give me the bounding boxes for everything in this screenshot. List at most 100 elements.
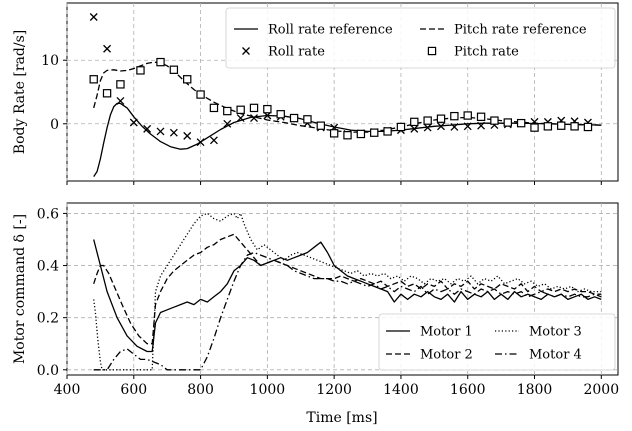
y-tick-label: 0 — [50, 117, 59, 133]
pitch-rate-point — [436, 114, 446, 123]
roll-rate-reference-legend-label: Roll rate reference — [268, 23, 393, 38]
pitch-rate-point — [516, 118, 526, 128]
roll-rate-point — [236, 114, 245, 123]
pitch-rate-point — [503, 118, 513, 127]
pitch-rate-point — [410, 117, 419, 127]
body-rate-panel: 0 10 Body Rate [rad/s] Roll rate referenc… — [12, 2, 619, 185]
motor-command-ticks: 400 600 800 1000 1200 1400 1600 1800 2000 0.0 0.2 0… — [37, 206, 619, 398]
roll-rate-point — [156, 127, 165, 136]
motor-command-ylabel: Motor command δ [-] — [12, 214, 28, 364]
pitch-rate-point — [236, 105, 245, 114]
roll-rate-point — [450, 123, 459, 131]
motor-2-legend-label: Motor 2 — [420, 348, 473, 363]
body-rate-ticks: 0 10 — [41, 53, 602, 185]
motor-1-line — [93, 239, 602, 353]
y-tick-label: 0.2 — [37, 311, 59, 327]
time-xlabel: Time [ms] — [306, 410, 377, 426]
pitch-rate-point — [490, 116, 499, 125]
body-rate-plot-frame — [66, 2, 619, 182]
roll-rate-point — [423, 123, 432, 132]
roll-rate-point — [437, 122, 445, 131]
pitch-rate-point — [183, 75, 192, 84]
pitch-rate-point — [89, 75, 98, 84]
roll-rate-reference-line — [93, 102, 602, 177]
roll-rate-point — [89, 13, 98, 21]
pitch-rate-reference-legend-label: Pitch rate reference — [454, 23, 587, 38]
pitch-rate-point — [289, 113, 299, 123]
body-rate-series — [89, 13, 602, 177]
roll-rate-point — [103, 44, 112, 53]
x-tick-label: 2000 — [583, 382, 619, 398]
motor-4-line — [93, 251, 602, 371]
body-rate-legend: Roll rate reference Pitch rate reference R… — [225, 7, 616, 69]
pitch-rate-point — [423, 116, 432, 125]
roll-rate-point — [143, 124, 152, 133]
x-tick-label: 400 — [54, 382, 81, 398]
motor-1-legend-label: Motor 1 — [420, 325, 473, 340]
pitch-rate-point — [329, 129, 339, 138]
pitch-rate-point — [343, 131, 352, 140]
roll-rate-point — [116, 96, 125, 105]
pitch-rate-point — [316, 121, 325, 130]
pitch-rate-point — [570, 122, 579, 131]
y-tick-label: 10 — [41, 53, 59, 69]
series-area — [93, 212, 602, 371]
pitch-rate-point — [396, 122, 406, 132]
x-tick-label: 1800 — [517, 382, 553, 398]
pitch-rate-point — [249, 103, 259, 113]
motor-command-grid — [66, 203, 618, 375]
x-tick-label: 1200 — [316, 382, 352, 398]
pitch-rate-point — [116, 80, 125, 89]
pitch-rate-point — [169, 65, 179, 74]
pitch-rate-point — [476, 112, 486, 121]
pitch-rate-point — [263, 104, 272, 114]
pitch-rate-point — [383, 127, 392, 136]
pitch-rate-point — [450, 111, 459, 121]
pitch-rate-point — [463, 111, 472, 120]
pitch-rate-point — [156, 57, 165, 67]
roll-rate-point — [209, 136, 218, 145]
pitch-rate-legend-handle — [427, 46, 437, 56]
legend-box — [225, 7, 616, 69]
roll-rate-point — [410, 124, 419, 133]
roll-rate-legend-label: Roll rate — [268, 45, 325, 60]
motor-command-panel: 400 600 800 1000 1200 1400 1600 1800 2000 0.0 0.2 0… — [12, 202, 619, 426]
pitch-rate-point — [370, 128, 379, 137]
x-tick-label: 800 — [187, 382, 214, 398]
roll-rate-point — [250, 114, 258, 123]
pitch-rate-legend-label: Pitch rate — [454, 45, 519, 60]
legend-box — [378, 313, 616, 371]
motor-command-series — [93, 212, 602, 371]
roll-rate-point — [183, 131, 192, 140]
series-area — [89, 13, 602, 177]
motor-2-line — [93, 233, 602, 345]
pitch-rate-point — [583, 122, 593, 132]
pitch-rate-point — [223, 106, 232, 116]
roll-rate-point — [169, 128, 178, 137]
roll-rate-point — [196, 138, 205, 147]
roll-rate-point — [463, 122, 472, 131]
pitch-rate-point — [557, 121, 566, 130]
pitch-rate-point — [136, 66, 145, 75]
pitch-rate-point — [356, 129, 366, 139]
pitch-rate-point — [530, 123, 539, 132]
body-rate-ylabel: Body Rate [rad/s] — [12, 30, 28, 154]
pitch-rate-point — [196, 90, 205, 99]
pitch-rate-point — [102, 89, 112, 98]
motor-4-legend-label: Motor 4 — [529, 348, 582, 363]
x-tick-label: 1600 — [450, 382, 486, 398]
x-tick-label: 1000 — [250, 382, 286, 398]
motor-3-legend-label: Motor 3 — [529, 325, 582, 340]
roll-rate-point — [129, 118, 138, 127]
x-tick-label: 1400 — [383, 382, 419, 398]
motor-command-legend: Motor 1 Motor 3 Motor 2 Motor 4 — [378, 313, 616, 371]
y-tick-label: 0.4 — [37, 259, 59, 275]
pitch-rate-point — [276, 110, 285, 119]
y-tick-label: 0.6 — [37, 206, 59, 222]
roll-rate-legend-handle — [242, 47, 250, 55]
pitch-rate-point — [303, 115, 312, 124]
y-tick-label: 0.0 — [37, 363, 59, 379]
pitch-rate-point — [209, 103, 219, 113]
x-tick-label: 600 — [120, 382, 147, 398]
